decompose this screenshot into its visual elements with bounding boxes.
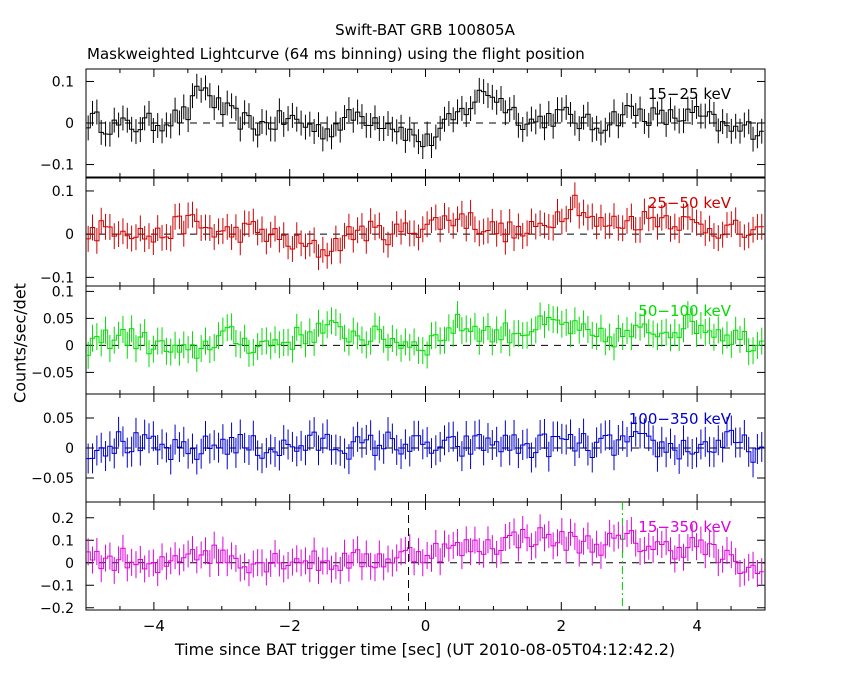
y-axis-label: Counts/sec/det bbox=[10, 283, 30, 403]
band-label: 100−350 keV bbox=[629, 410, 732, 428]
y-tick-label: 0.05 bbox=[43, 411, 74, 427]
lightcurve-series bbox=[86, 85, 764, 148]
x-tick-label: −2 bbox=[279, 617, 301, 635]
y-tick-label: −0.1 bbox=[40, 158, 74, 174]
band-label: 15−25 keV bbox=[648, 85, 732, 103]
band-label: 50−100 keV bbox=[638, 302, 731, 320]
x-tick-label: −4 bbox=[143, 617, 165, 635]
y-tick-label: 0.05 bbox=[43, 311, 74, 327]
y-tick-label: −0.05 bbox=[31, 365, 74, 381]
y-tick-label: 0 bbox=[65, 116, 74, 132]
y-tick-label: −0.2 bbox=[40, 601, 74, 617]
x-tick-label: 0 bbox=[421, 617, 431, 635]
lightcurve-series bbox=[86, 313, 764, 359]
band-label: 15−350 keV bbox=[638, 518, 731, 536]
lightcurve-series bbox=[86, 527, 764, 574]
y-tick-label: 0 bbox=[65, 338, 74, 354]
chart-title: Swift-BAT GRB 100805A bbox=[335, 21, 515, 39]
y-tick-label: 0.1 bbox=[52, 184, 74, 200]
y-tick-label: 0 bbox=[65, 227, 74, 243]
y-tick-label: 0 bbox=[65, 441, 74, 457]
x-axis-label: Time since BAT trigger time [sec] (UT 20… bbox=[174, 640, 676, 659]
chart-subtitle: Maskweighted Lightcurve (64 ms binning) … bbox=[87, 45, 585, 63]
band-label: 25−50 keV bbox=[648, 194, 732, 212]
y-tick-label: 0 bbox=[65, 556, 74, 572]
x-tick-label: 2 bbox=[557, 617, 567, 635]
y-tick-label: 0.1 bbox=[52, 533, 74, 549]
lightcurve-series bbox=[86, 429, 764, 463]
y-tick-label: −0.1 bbox=[40, 270, 74, 286]
y-tick-label: 0.1 bbox=[52, 74, 74, 90]
x-tick-label: 4 bbox=[692, 617, 702, 635]
y-tick-label: 0.1 bbox=[52, 284, 74, 300]
y-tick-label: 0.2 bbox=[52, 511, 74, 527]
y-tick-label: −0.1 bbox=[40, 578, 74, 594]
lightcurve-series bbox=[86, 194, 764, 258]
y-tick-label: −0.05 bbox=[31, 471, 74, 487]
